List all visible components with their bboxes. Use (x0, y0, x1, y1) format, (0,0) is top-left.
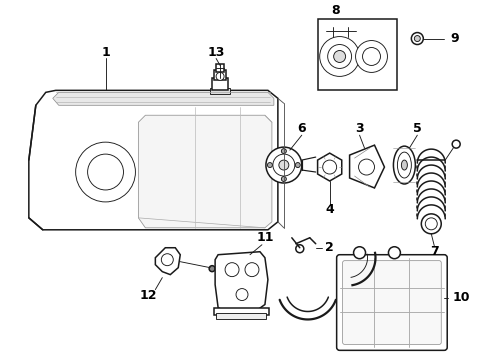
FancyBboxPatch shape (337, 255, 447, 350)
Circle shape (216, 72, 224, 80)
Text: 1: 1 (101, 46, 110, 59)
Circle shape (425, 218, 437, 230)
Text: 9: 9 (451, 32, 460, 45)
Text: 5: 5 (413, 122, 422, 135)
Text: 10: 10 (452, 291, 470, 304)
Polygon shape (318, 153, 342, 181)
Circle shape (421, 214, 441, 234)
FancyBboxPatch shape (343, 261, 441, 345)
Circle shape (323, 160, 337, 174)
Circle shape (268, 163, 272, 167)
Bar (216, 64, 224, 72)
Circle shape (281, 149, 286, 154)
Text: 4: 4 (325, 203, 334, 216)
Ellipse shape (397, 152, 412, 178)
Bar (210, 88, 230, 94)
Polygon shape (29, 90, 278, 230)
Circle shape (363, 48, 380, 66)
Circle shape (161, 254, 173, 266)
Ellipse shape (401, 160, 407, 170)
Bar (212, 78, 228, 90)
Circle shape (319, 37, 360, 76)
Circle shape (281, 176, 286, 181)
Circle shape (266, 147, 302, 183)
Circle shape (273, 154, 295, 176)
Text: 12: 12 (140, 289, 157, 302)
Text: 2: 2 (325, 241, 334, 254)
Circle shape (225, 263, 239, 276)
Circle shape (236, 289, 248, 301)
Circle shape (354, 247, 366, 259)
Text: 3: 3 (355, 122, 364, 135)
Circle shape (452, 140, 460, 148)
Circle shape (389, 247, 400, 259)
Bar (318, 19, 397, 90)
Circle shape (356, 41, 388, 72)
Polygon shape (155, 248, 180, 275)
Circle shape (412, 32, 423, 45)
Polygon shape (53, 92, 274, 105)
Text: 7: 7 (430, 245, 439, 258)
Circle shape (279, 160, 289, 170)
Ellipse shape (393, 146, 416, 184)
Circle shape (334, 50, 345, 62)
Text: 11: 11 (256, 231, 274, 244)
Text: 8: 8 (331, 4, 340, 17)
Circle shape (296, 245, 304, 253)
Bar (216, 314, 266, 319)
Polygon shape (215, 252, 268, 311)
Bar (214, 71, 226, 80)
Text: 13: 13 (207, 46, 225, 59)
Circle shape (415, 36, 420, 41)
Polygon shape (349, 145, 385, 188)
Circle shape (295, 163, 300, 167)
Circle shape (328, 45, 352, 68)
Bar (214, 307, 269, 315)
Text: 6: 6 (297, 122, 306, 135)
Circle shape (209, 266, 215, 272)
Circle shape (75, 142, 135, 202)
Polygon shape (138, 115, 272, 228)
Circle shape (245, 263, 259, 276)
Circle shape (359, 159, 374, 175)
Circle shape (88, 154, 123, 190)
